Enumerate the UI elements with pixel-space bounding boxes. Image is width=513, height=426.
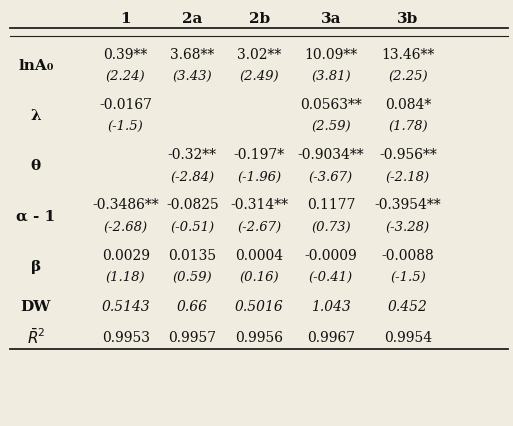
Text: (-2.84): (-2.84) xyxy=(170,171,214,184)
Text: -0.0088: -0.0088 xyxy=(382,249,434,262)
Text: 0.0004: 0.0004 xyxy=(235,249,283,262)
Text: (1.78): (1.78) xyxy=(388,121,428,133)
Text: -0.314**: -0.314** xyxy=(230,199,288,212)
Text: (-3.67): (-3.67) xyxy=(309,171,353,184)
Text: 0.66: 0.66 xyxy=(177,300,208,314)
Text: (2.25): (2.25) xyxy=(388,70,428,83)
Text: -0.0167: -0.0167 xyxy=(99,98,152,112)
Text: 13.46**: 13.46** xyxy=(381,48,435,61)
Text: λ: λ xyxy=(31,109,41,123)
Text: 0.0563**: 0.0563** xyxy=(300,98,362,112)
Text: (-2.18): (-2.18) xyxy=(386,171,430,184)
Text: (-0.41): (-0.41) xyxy=(309,271,353,284)
Text: 3.68**: 3.68** xyxy=(170,48,214,61)
Text: (-1.5): (-1.5) xyxy=(390,271,426,284)
Text: (1.18): (1.18) xyxy=(106,271,146,284)
Text: (3.81): (3.81) xyxy=(311,70,351,83)
Text: (2.59): (2.59) xyxy=(311,121,351,133)
Text: -0.0009: -0.0009 xyxy=(305,249,357,262)
Text: α - 1: α - 1 xyxy=(16,210,55,223)
Text: -0.32**: -0.32** xyxy=(168,148,217,162)
Text: 0.0029: 0.0029 xyxy=(102,249,150,262)
Text: (0.73): (0.73) xyxy=(311,221,351,234)
Text: 0.9957: 0.9957 xyxy=(168,331,216,345)
Text: 0.39**: 0.39** xyxy=(104,48,148,61)
Text: (0.16): (0.16) xyxy=(239,271,279,284)
Text: β: β xyxy=(31,260,41,273)
Text: (-1.5): (-1.5) xyxy=(108,121,144,133)
Text: (-2.67): (-2.67) xyxy=(237,221,281,234)
Text: 3b: 3b xyxy=(397,12,419,26)
Text: 0.452: 0.452 xyxy=(388,300,428,314)
Text: 0.9956: 0.9956 xyxy=(235,331,283,345)
Text: 0.084*: 0.084* xyxy=(385,98,431,112)
Text: 0.9954: 0.9954 xyxy=(384,331,432,345)
Text: (3.43): (3.43) xyxy=(172,70,212,83)
Text: -0.197*: -0.197* xyxy=(233,148,285,162)
Text: 3.02**: 3.02** xyxy=(237,48,281,61)
Text: 0.9953: 0.9953 xyxy=(102,331,150,345)
Text: (-0.51): (-0.51) xyxy=(170,221,214,234)
Text: 1: 1 xyxy=(121,12,131,26)
Text: (0.59): (0.59) xyxy=(172,271,212,284)
Text: 0.5143: 0.5143 xyxy=(101,300,150,314)
Text: -0.3954**: -0.3954** xyxy=(374,199,441,212)
Text: $\bar{R}^2$: $\bar{R}^2$ xyxy=(27,328,45,347)
Text: (-3.28): (-3.28) xyxy=(386,221,430,234)
Text: DW: DW xyxy=(21,300,51,314)
Text: -0.956**: -0.956** xyxy=(379,148,437,162)
Text: (2.49): (2.49) xyxy=(239,70,279,83)
Text: (2.24): (2.24) xyxy=(106,70,146,83)
Text: (-1.96): (-1.96) xyxy=(237,171,281,184)
Text: 3a: 3a xyxy=(321,12,341,26)
Text: -0.0825: -0.0825 xyxy=(166,199,219,212)
Text: 10.09**: 10.09** xyxy=(304,48,358,61)
Text: lnA₀: lnA₀ xyxy=(18,59,53,72)
Text: -0.3486**: -0.3486** xyxy=(92,199,159,212)
Text: θ: θ xyxy=(31,159,41,173)
Text: 2b: 2b xyxy=(248,12,270,26)
Text: -0.9034**: -0.9034** xyxy=(298,148,364,162)
Text: 0.0135: 0.0135 xyxy=(168,249,216,262)
Text: 0.5016: 0.5016 xyxy=(234,300,284,314)
Text: (-2.68): (-2.68) xyxy=(104,221,148,234)
Text: 1.043: 1.043 xyxy=(311,300,351,314)
Text: 2a: 2a xyxy=(182,12,203,26)
Text: 0.1177: 0.1177 xyxy=(307,199,355,212)
Text: 0.9967: 0.9967 xyxy=(307,331,355,345)
